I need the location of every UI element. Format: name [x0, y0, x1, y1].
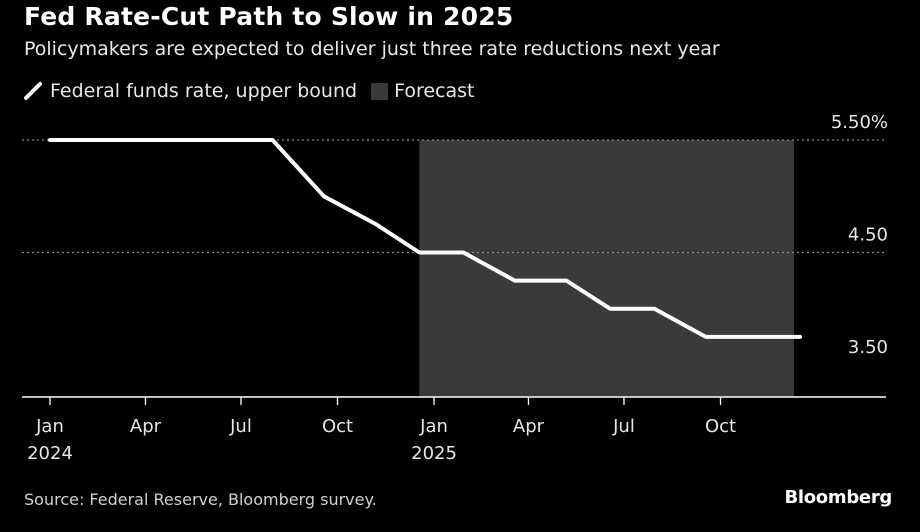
legend: Federal funds rate, upper bound Forecast	[22, 80, 475, 102]
x-tick-label: Oct	[705, 416, 736, 437]
x-tick-label: Oct	[322, 416, 353, 437]
legend-label-funds-rate: Federal funds rate, upper bound	[50, 80, 358, 102]
source-note: Source: Federal Reserve, Bloomberg surve…	[24, 490, 377, 509]
brand-logo: Bloomberg	[784, 487, 892, 508]
x-tick-label: Jul	[612, 416, 635, 437]
legend-label-forecast: Forecast	[394, 80, 475, 102]
x-tick-label: Jan	[35, 416, 64, 437]
x-tick-year-label: 2025	[411, 443, 457, 464]
forecast-region	[419, 140, 794, 397]
x-tick-label: Apr	[513, 416, 545, 437]
legend-item-forecast: Forecast	[357, 80, 475, 102]
x-tick-label: Jan	[419, 416, 448, 437]
x-tick-year-label: 2024	[27, 443, 73, 464]
legend-line-icon	[24, 82, 42, 100]
y-tick-label: 5.50%	[831, 112, 888, 133]
x-tick-label: Apr	[130, 416, 162, 437]
y-tick-label: 4.50	[848, 225, 888, 246]
legend-swatch-forecast	[371, 82, 389, 100]
x-tick-label: Jul	[229, 416, 252, 437]
series-line-funds-rate	[48, 138, 802, 339]
legend-item-funds-rate: Federal funds rate, upper bound	[22, 80, 357, 102]
chart-subtitle: Policymakers are expected to deliver jus…	[24, 38, 720, 60]
y-tick-label: 3.50	[848, 337, 888, 358]
chart-title: Fed Rate-Cut Path to Slow in 2025	[24, 2, 514, 31]
